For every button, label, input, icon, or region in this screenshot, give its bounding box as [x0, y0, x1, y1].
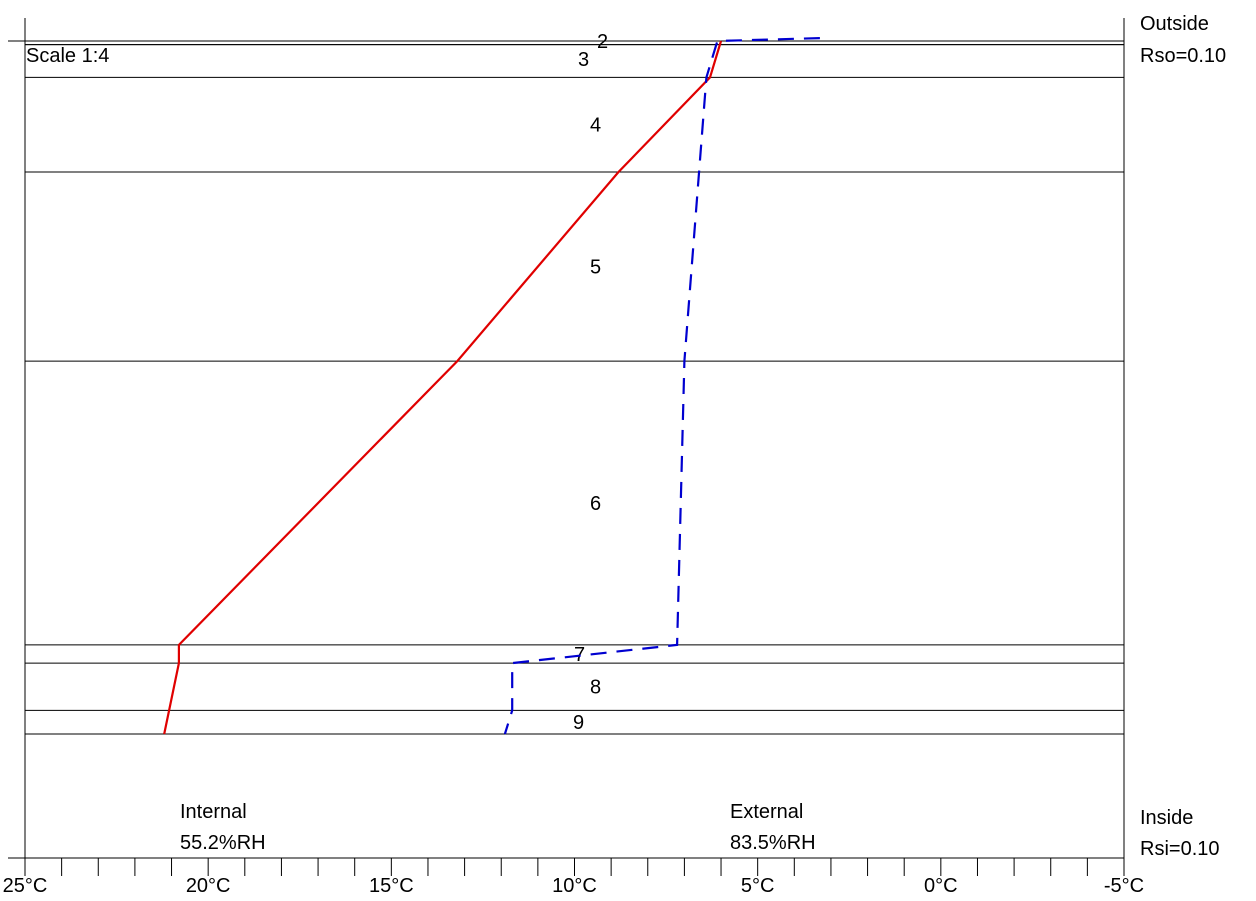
scale-label: Scale 1:4 — [26, 45, 109, 67]
x-axis: 25°C 20°C 15°C 10°C 5°C 0°C -5°C — [3, 857, 1144, 897]
internal-label: Internal — [180, 801, 247, 823]
series-line — [503, 37, 820, 735]
layer-label: 4 — [590, 115, 601, 137]
layer-label: 9 — [573, 712, 584, 734]
inside-label: Inside — [1140, 807, 1193, 829]
layer-label: 6 — [590, 493, 601, 515]
x-tick-label: 10°C — [552, 875, 597, 897]
layer-label: 5 — [590, 257, 601, 279]
x-tick-label: 20°C — [186, 875, 231, 897]
series-lines — [163, 37, 820, 735]
x-tick-label: 15°C — [369, 875, 414, 897]
chart-frame — [24, 18, 1125, 858]
rsi-label: Rsi=0.10 — [1140, 838, 1220, 860]
layer-label: 8 — [590, 677, 601, 699]
x-tick-label: -5°C — [1104, 875, 1144, 897]
layer-label: 3 — [578, 49, 589, 71]
external-rh-label: 83.5%RH — [730, 832, 816, 854]
outside-label: Outside — [1140, 13, 1209, 35]
x-tick-label: 5°C — [741, 875, 775, 897]
x-tick-label: 25°C — [3, 875, 48, 897]
rso-label: Rso=0.10 — [1140, 45, 1226, 67]
layer-label: 2 — [597, 31, 608, 53]
external-label: External — [730, 801, 803, 823]
x-tick-label: 0°C — [924, 875, 958, 897]
internal-rh-label: 55.2%RH — [180, 832, 266, 854]
series-line — [163, 40, 723, 735]
